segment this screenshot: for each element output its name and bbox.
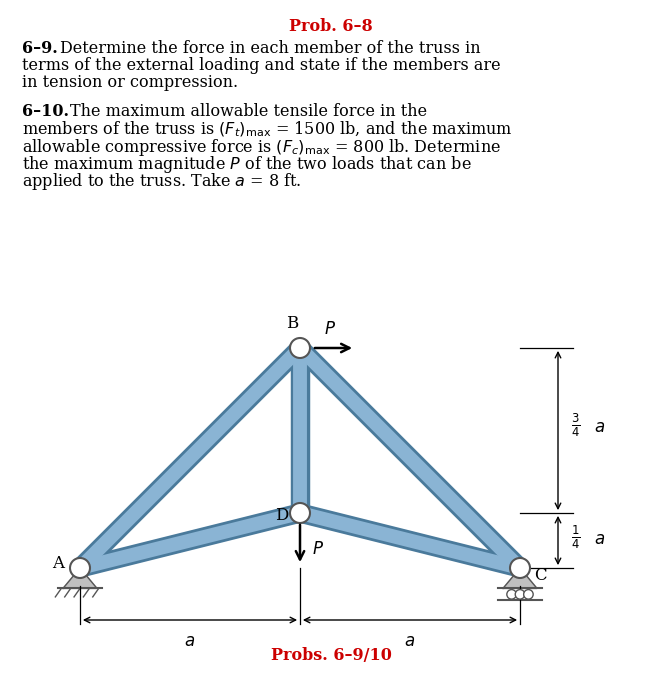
Text: A: A [52, 555, 64, 571]
Circle shape [515, 590, 525, 599]
Text: in tension or compression.: in tension or compression. [22, 74, 238, 91]
Text: terms of the external loading and state if the members are: terms of the external loading and state … [22, 57, 500, 74]
Text: 6–9.: 6–9. [22, 40, 58, 57]
Text: members of the truss is $(F_t)_{\mathrm{max}}$ = 1500 lb, and the maximum: members of the truss is $(F_t)_{\mathrm{… [22, 120, 513, 139]
Text: $\frac{3}{4}$: $\frac{3}{4}$ [571, 412, 581, 439]
Circle shape [510, 558, 530, 578]
Text: B: B [286, 315, 298, 332]
Text: $a$: $a$ [594, 531, 605, 548]
Text: $\frac{1}{4}$: $\frac{1}{4}$ [571, 524, 581, 551]
Text: $a$: $a$ [404, 633, 416, 650]
Circle shape [507, 590, 516, 599]
Circle shape [70, 558, 90, 578]
Polygon shape [63, 568, 97, 588]
Text: $P$: $P$ [324, 321, 336, 338]
Polygon shape [503, 568, 537, 588]
Text: applied to the truss. Take $a$ = 8 ft.: applied to the truss. Take $a$ = 8 ft. [22, 171, 302, 192]
Text: the maximum magnitude $P$ of the two loads that can be: the maximum magnitude $P$ of the two loa… [22, 154, 471, 175]
Text: Determine the force in each member of the truss in: Determine the force in each member of th… [60, 40, 481, 57]
Text: $P$: $P$ [312, 540, 324, 557]
Text: allowable compressive force is $(F_c)_{\mathrm{max}}$ = 800 lb. Determine: allowable compressive force is $(F_c)_{\… [22, 137, 501, 158]
Text: D: D [275, 507, 289, 524]
Text: The maximum allowable tensile force in the: The maximum allowable tensile force in t… [70, 103, 427, 120]
Text: $a$: $a$ [594, 419, 605, 436]
Text: $a$: $a$ [185, 633, 195, 650]
Text: 6–10.: 6–10. [22, 103, 69, 120]
Circle shape [290, 503, 310, 523]
Circle shape [524, 590, 533, 599]
Circle shape [290, 338, 310, 358]
Text: Probs. 6–9/10: Probs. 6–9/10 [271, 647, 391, 664]
Text: Prob. 6–8: Prob. 6–8 [289, 18, 373, 35]
Text: C: C [534, 567, 546, 584]
